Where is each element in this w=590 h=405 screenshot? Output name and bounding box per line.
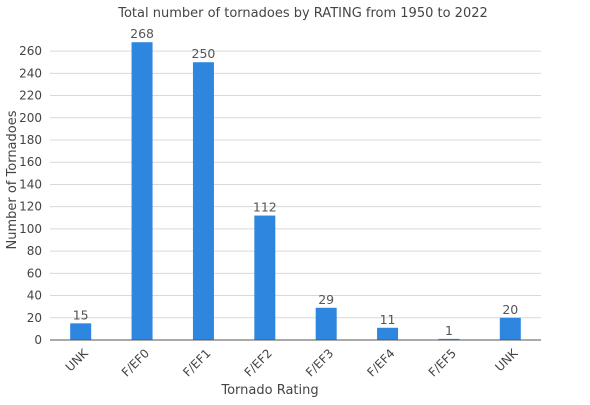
y-tick-label: 140: [19, 177, 42, 191]
data-label: 11: [380, 312, 396, 327]
y-tick-label: 100: [19, 222, 42, 236]
y-tick-label: 80: [27, 244, 42, 258]
x-tick-label: F/EF1: [180, 346, 213, 379]
y-tick-label: 0: [34, 333, 42, 347]
x-tick-labels: UNK F/EF0 F/EF1 F/EF2 F/EF3 F/EF4 F/EF5 UNK: [63, 345, 521, 379]
bar: [499, 317, 521, 340]
y-tick-label: 240: [19, 66, 42, 80]
x-tick-label: F/EF5: [426, 346, 459, 379]
x-tick-label: UNK: [492, 345, 521, 374]
x-tick-label: F/EF4: [364, 346, 397, 379]
data-label: 268: [130, 26, 154, 41]
bar: [315, 307, 337, 340]
y-tick-label: 260: [19, 44, 42, 58]
data-label: 20: [502, 302, 518, 317]
grid-lines: [50, 50, 541, 319]
y-tick-label: 160: [19, 155, 42, 169]
y-tick-label: 20: [27, 311, 42, 325]
data-label: 250: [192, 46, 216, 61]
x-tick-label: UNK: [63, 345, 92, 374]
x-tick-label: F/EF2: [242, 346, 275, 379]
x-axis-title: Tornado Rating: [220, 383, 318, 398]
y-tick-label: 200: [19, 111, 42, 125]
data-label: 1: [445, 323, 453, 338]
data-label: 15: [73, 307, 89, 322]
y-tick-labels: 0 20 40 60 80 100 120 140 160 180 200 220 240 260: [19, 44, 42, 347]
bar: [70, 323, 92, 340]
y-axis-title: Number of Tornadoes: [5, 110, 20, 249]
bar: [377, 327, 399, 340]
y-tick-label: 120: [19, 200, 42, 214]
y-tick-label: 220: [19, 89, 42, 103]
bars: [70, 42, 521, 340]
bar: [254, 215, 276, 340]
y-tick-label: 60: [27, 266, 42, 280]
bar: [438, 338, 460, 340]
y-tick-label: 180: [19, 133, 42, 147]
bar: [131, 42, 153, 340]
x-tick-label: F/EF3: [303, 346, 336, 379]
data-label: 112: [253, 200, 277, 215]
x-tick-label: F/EF0: [119, 346, 152, 379]
bar: [192, 62, 214, 340]
y-tick-label: 40: [27, 289, 42, 303]
chart-title: Total number of tornadoes by RATING from…: [117, 6, 488, 21]
data-label: 29: [318, 292, 334, 307]
